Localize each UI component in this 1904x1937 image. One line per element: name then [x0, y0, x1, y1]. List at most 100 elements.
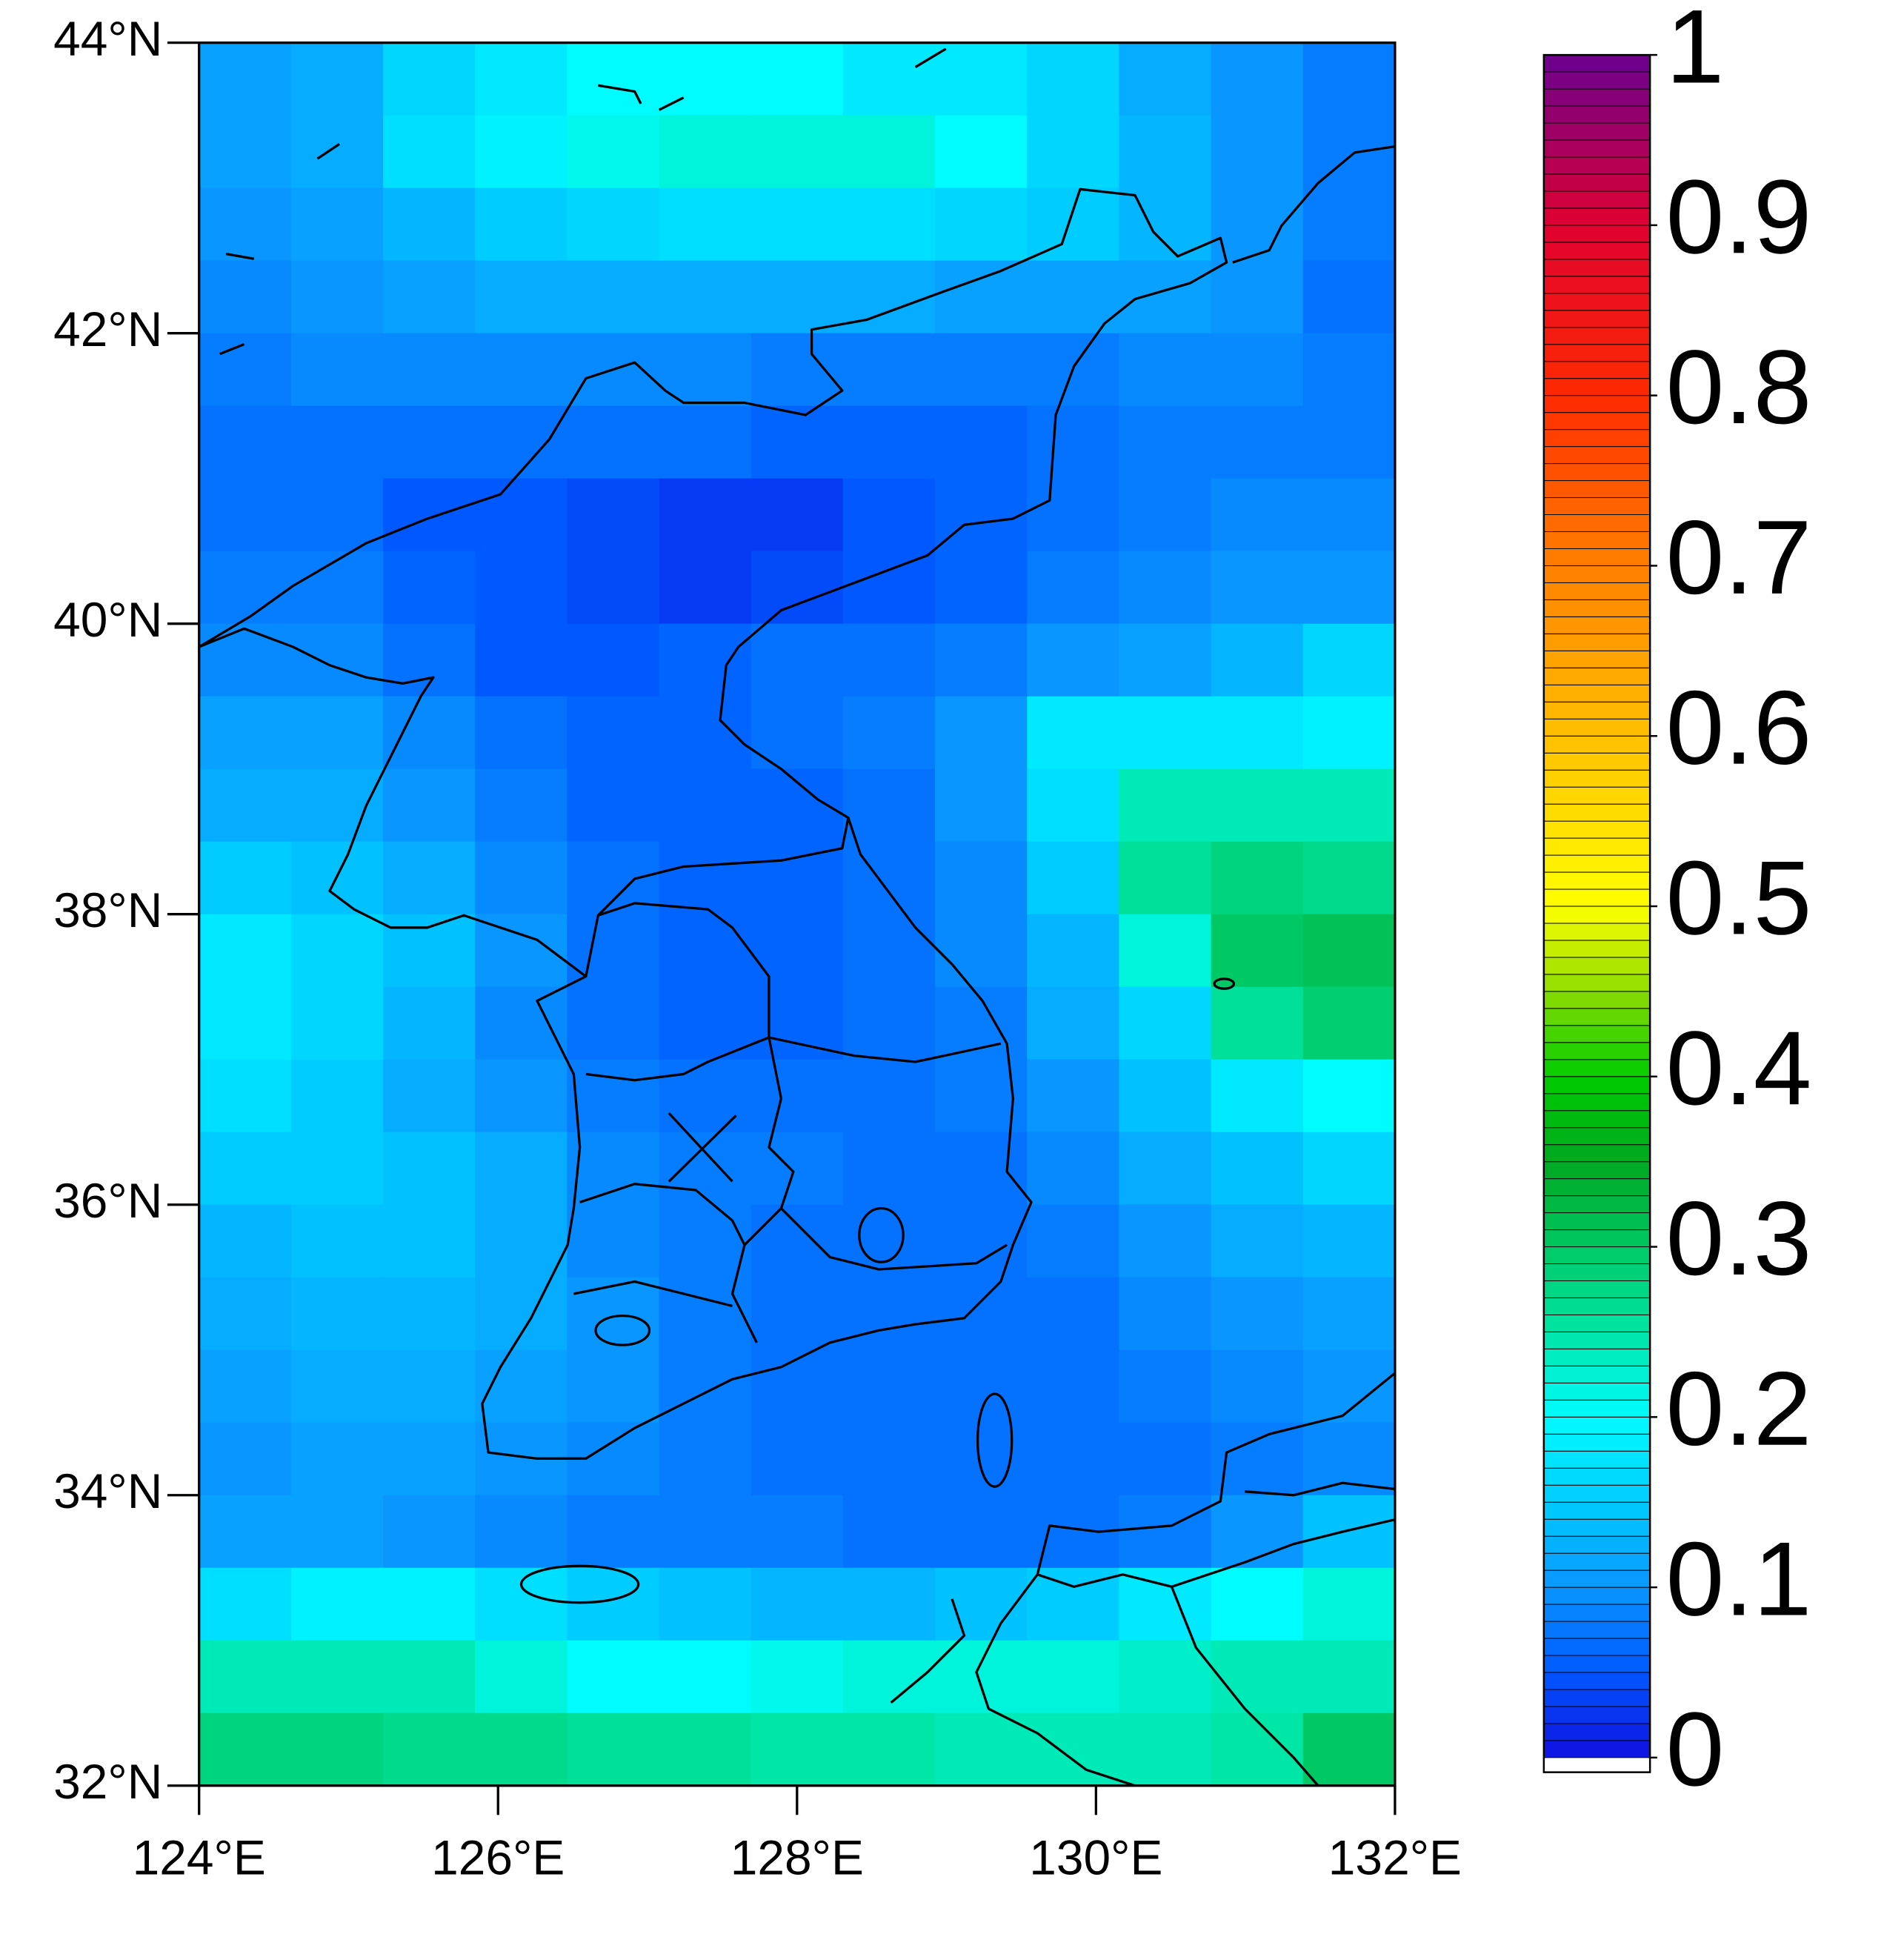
colorbar-strip — [1543, 1740, 1651, 1758]
colorbar-strip — [1543, 1093, 1651, 1112]
grid-cell — [1027, 551, 1120, 625]
grid-cell — [750, 260, 844, 334]
grid-cell — [659, 1422, 752, 1496]
x-tick-label: 128°E — [730, 1830, 864, 1884]
colorbar-strip — [1543, 871, 1651, 890]
colorbar-strip — [1543, 974, 1651, 992]
grid-cell — [750, 1640, 844, 1714]
grid-cell — [842, 1422, 936, 1496]
grid-cell — [290, 1204, 385, 1278]
grid-cell — [567, 841, 660, 915]
grid-cell — [1211, 986, 1304, 1060]
grid-cell — [475, 1712, 568, 1787]
grid-cell — [659, 1204, 752, 1278]
grid-cell — [1119, 333, 1212, 407]
grid-cell — [1119, 1349, 1212, 1423]
grid-cell — [935, 1132, 1028, 1206]
grid-cell — [383, 1277, 476, 1351]
grid-cell — [475, 187, 568, 262]
colorbar-strip — [1543, 667, 1651, 685]
grid-cell — [290, 187, 385, 262]
grid-cell — [1211, 478, 1304, 552]
colorbar-below — [1543, 1757, 1651, 1773]
colorbar-strip — [1543, 650, 1651, 668]
grid-cell — [842, 841, 936, 915]
grid-cell — [1302, 405, 1396, 479]
grid-cell — [1211, 1059, 1304, 1133]
grid-cell — [290, 1349, 385, 1423]
grid-cell — [1302, 187, 1396, 262]
grid-cell — [1302, 986, 1396, 1060]
grid-cell — [199, 1349, 292, 1423]
grid-cell — [1027, 986, 1120, 1060]
grid-cell — [1302, 1277, 1396, 1351]
grid-cell — [842, 115, 936, 189]
grid-cell — [1027, 1422, 1120, 1496]
grid-cell — [750, 405, 844, 479]
grid-cell — [383, 1349, 476, 1423]
colorbar-strip — [1543, 854, 1651, 873]
grid-cell — [1302, 115, 1396, 189]
grid-cell — [290, 914, 385, 988]
grid-cell — [383, 551, 476, 625]
grid-cell — [1211, 768, 1304, 843]
grid-cell — [199, 1567, 292, 1641]
colorbar-strip — [1543, 1314, 1651, 1332]
grid-cell — [1027, 405, 1120, 479]
grid-cell — [1027, 1059, 1120, 1133]
grid-cell — [567, 986, 660, 1060]
grid-cell — [475, 1059, 568, 1133]
grid-cell — [1027, 841, 1120, 915]
grid-cell — [383, 768, 476, 843]
grid-cell — [750, 1422, 844, 1496]
colorbar-strip — [1543, 1212, 1651, 1231]
colorbar-strip — [1543, 752, 1651, 771]
grid-cell — [567, 768, 660, 843]
grid-cell — [842, 1349, 936, 1423]
grid-cell — [1211, 1495, 1304, 1569]
grid-cell — [1302, 914, 1396, 988]
grid-cell — [1119, 1132, 1212, 1206]
grid-cell — [567, 696, 660, 770]
colorbar-label: 0.8 — [1666, 329, 1812, 446]
grid-cell — [567, 623, 660, 697]
grid-cell — [1211, 841, 1304, 915]
colorbar-strip — [1543, 1706, 1651, 1724]
coastline — [890, 1372, 1396, 1787]
grid-cell — [842, 478, 936, 552]
grid-cell — [1027, 623, 1120, 697]
grid-cell — [383, 187, 476, 262]
colorbar-strip — [1543, 105, 1651, 124]
grid-cell — [1027, 187, 1120, 262]
grid-cell — [750, 42, 844, 116]
grid-cell — [935, 696, 1028, 770]
colorbar-strip — [1543, 1484, 1651, 1503]
grid-cell — [199, 914, 292, 988]
grid-cell — [290, 696, 385, 770]
grid-cell — [199, 986, 292, 1060]
colorbar-strip — [1543, 463, 1651, 482]
grid-cell — [199, 551, 292, 625]
grid-cell — [290, 986, 385, 1060]
colorbar-strip — [1543, 684, 1651, 702]
colorbar-strip — [1543, 531, 1651, 549]
colorbar-strip — [1543, 429, 1651, 448]
grid-cell — [290, 333, 385, 407]
grid-cell — [1027, 1640, 1120, 1714]
grid-cell — [1119, 1567, 1212, 1641]
coastline — [198, 187, 1228, 1460]
colorbar-strip — [1543, 1348, 1651, 1366]
colorbar-strip — [1543, 701, 1651, 720]
grid-cell — [842, 1277, 936, 1351]
grid-cell — [750, 986, 844, 1060]
grid-cell — [1302, 1132, 1396, 1206]
grid-cell — [659, 696, 752, 770]
grid-cell — [935, 1422, 1028, 1496]
y-tick-label: 32°N — [53, 1754, 162, 1809]
grid-cell — [1119, 768, 1212, 843]
grid-cell — [1302, 1059, 1396, 1133]
colorbar-strip — [1543, 1161, 1651, 1180]
island — [976, 1392, 1013, 1488]
grid-cell — [199, 478, 292, 552]
grid-cell — [1027, 42, 1120, 116]
